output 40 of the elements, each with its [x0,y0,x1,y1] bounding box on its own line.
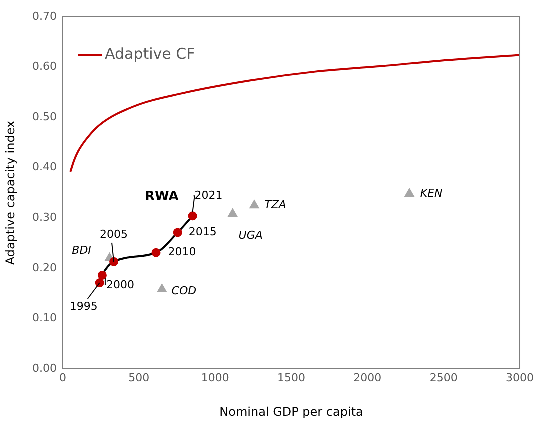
x-tick-label: 0 [60,371,66,384]
point [157,284,167,293]
point [110,257,119,266]
x-tick-label: 1000 [201,371,230,384]
annotation: 2010 [168,246,196,259]
x-tick-label: 3000 [506,371,534,384]
annotation: COD [172,284,197,298]
legend-label: Adaptive CF [105,44,196,63]
annotation: KEN [420,186,443,200]
point [188,212,198,221]
annotation: 1995 [70,300,98,313]
point [173,228,182,238]
y-tick-label: 0.50 [32,110,57,124]
point [228,208,238,218]
annotation: 2021 [194,188,223,202]
annotation: BDI [72,244,92,258]
y-tick-label: 0.40 [32,160,57,174]
annotation: 2005 [100,228,128,241]
x-tick-label: 500 [128,371,150,384]
annotation: TZA [264,198,286,212]
y-tick-label: 0.00 [32,362,57,375]
y-tick-label: 0.10 [32,312,57,325]
x-tick-label: 2000 [354,371,382,384]
point [404,188,414,198]
annotation: 2015 [188,226,217,239]
point [98,270,107,280]
y-axis-title: Adaptive capacity index [3,120,18,266]
point [152,248,161,258]
point [95,278,104,288]
annotation: 2000 [106,278,134,292]
x-tick-label: 2500 [430,371,458,384]
y-tick-label: 0.30 [32,211,57,224]
point [250,200,260,209]
y-tick-label: 0.20 [32,261,57,274]
series-label: RWA [144,190,179,205]
annotation: UGA [238,228,263,242]
y-tick-label: 0.60 [32,60,57,74]
x-tick-label: 1500 [278,371,306,384]
x-axis-title: Nominal GDP per capita [220,404,364,419]
y-tick-label: 0.70 [32,10,57,23]
